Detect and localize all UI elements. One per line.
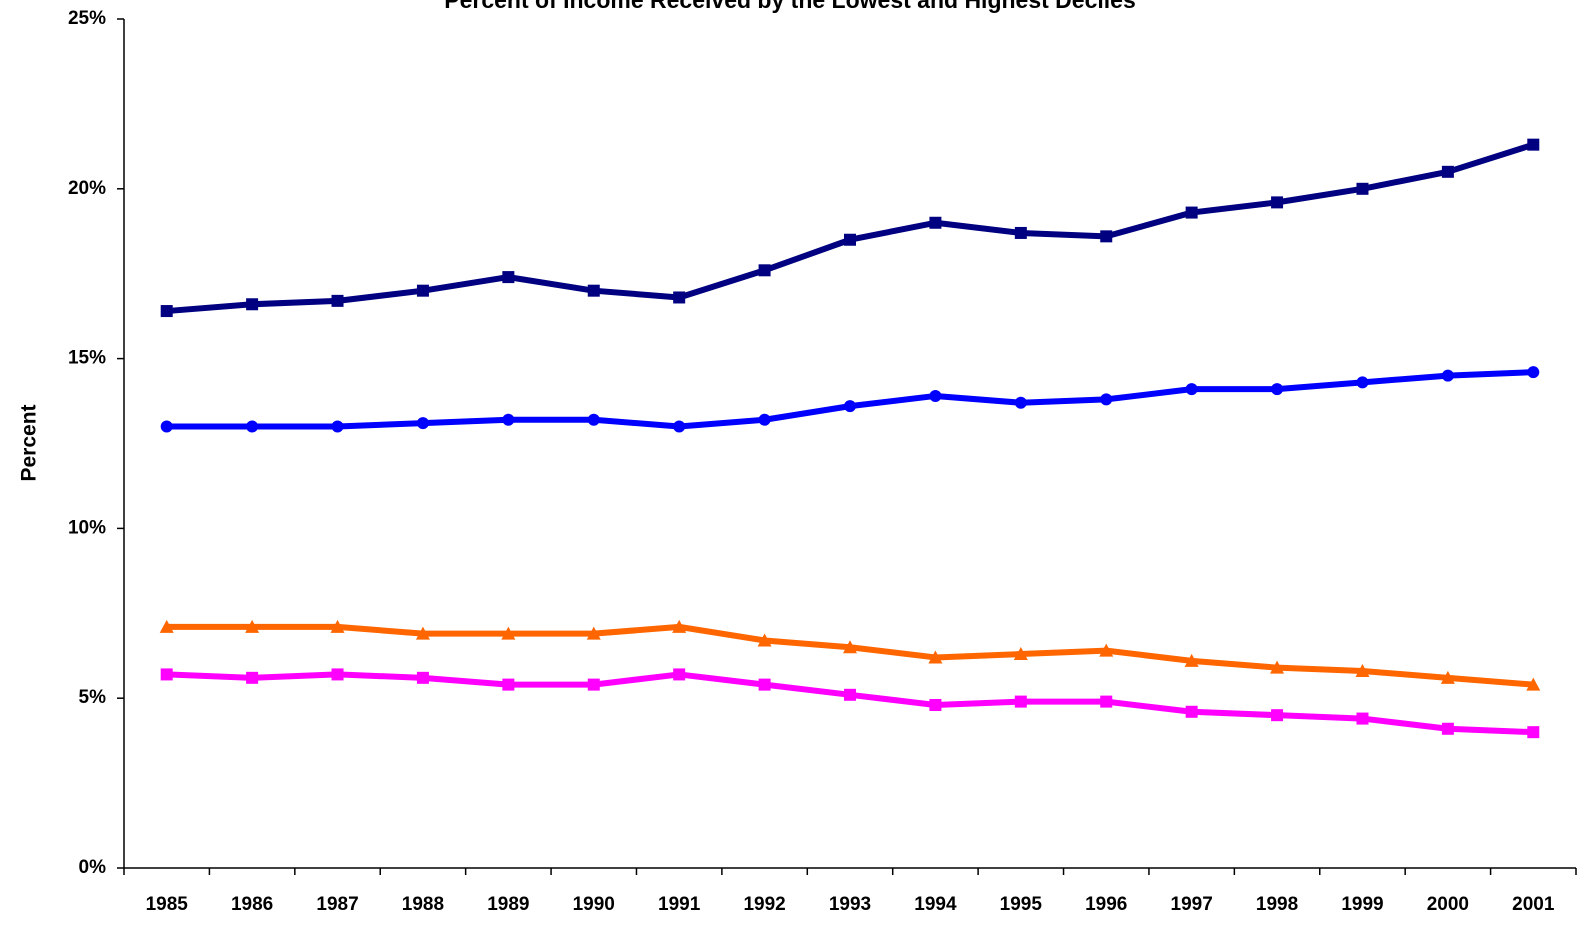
x-tick-label: 1992 (743, 894, 785, 915)
marker (1355, 664, 1370, 678)
chart-title: Percent of Income Received by the Lowest… (444, 0, 1135, 13)
marker (844, 233, 856, 246)
marker (1271, 709, 1284, 722)
marker (502, 678, 515, 691)
marker (587, 284, 600, 297)
x-tick-label: 1996 (1085, 894, 1127, 915)
marker (1441, 165, 1454, 178)
marker (330, 619, 345, 633)
marker (1527, 138, 1540, 151)
marker (844, 400, 856, 413)
x-tick-label: 1995 (1000, 894, 1043, 915)
marker (673, 668, 686, 681)
x-tick-label: 1987 (316, 894, 358, 915)
marker (672, 619, 687, 633)
x-tick-label: 1991 (658, 894, 701, 915)
x-tick-label: 1994 (914, 894, 957, 915)
marker (1356, 712, 1369, 725)
marker (929, 389, 942, 402)
marker (331, 668, 344, 681)
marker (586, 626, 601, 640)
marker (928, 650, 943, 664)
x-tick-label: 1990 (573, 894, 615, 915)
marker (929, 698, 942, 711)
x-tick-label: 1998 (1256, 894, 1298, 915)
marker (331, 420, 344, 433)
marker (160, 305, 173, 318)
marker (160, 668, 173, 681)
marker (587, 413, 600, 426)
marker (1014, 396, 1027, 409)
marker (1271, 383, 1284, 396)
y-tick-label: 20% (68, 178, 106, 199)
marker (159, 619, 174, 633)
y-axis-label: Percent (18, 404, 41, 481)
marker (415, 626, 430, 640)
marker (331, 294, 344, 307)
marker (502, 271, 515, 284)
marker (1441, 369, 1454, 382)
x-tick-label: 1989 (487, 894, 529, 915)
x-tick-label: 1993 (829, 894, 871, 915)
y-tick-label: 15% (68, 348, 106, 369)
marker (587, 678, 600, 691)
marker (501, 626, 516, 640)
marker (1526, 677, 1541, 691)
marker (758, 678, 771, 691)
x-tick-label: 1985 (146, 894, 189, 915)
marker (1184, 653, 1199, 667)
marker (1356, 376, 1369, 389)
x-tick-label: 1986 (231, 894, 273, 915)
marker (1100, 393, 1113, 406)
marker (416, 417, 429, 430)
series-line (166, 671, 1534, 736)
marker (1014, 695, 1027, 708)
marker (246, 298, 259, 311)
marker (1527, 366, 1540, 379)
x-tick-label: 1999 (1341, 894, 1383, 915)
x-tick-label: 1988 (402, 894, 444, 915)
marker (1441, 722, 1454, 735)
marker (758, 264, 771, 277)
marker (843, 640, 857, 654)
marker (757, 633, 772, 647)
series-line (166, 141, 1535, 315)
marker (1185, 705, 1198, 718)
marker (245, 619, 260, 633)
marker (1100, 695, 1113, 708)
marker (1527, 726, 1540, 739)
marker (1185, 206, 1198, 219)
marker (502, 413, 515, 426)
marker (844, 688, 856, 701)
marker (416, 671, 429, 684)
marker (1099, 643, 1114, 657)
y-tick-label: 5% (79, 687, 107, 708)
marker (1185, 383, 1198, 396)
marker (246, 420, 259, 433)
marker (758, 413, 771, 426)
marker (160, 420, 173, 433)
x-tick-label: 2000 (1427, 894, 1469, 915)
y-tick-label: 0% (79, 857, 107, 878)
marker (673, 420, 686, 433)
y-tick-label: 25% (68, 8, 106, 29)
marker (1270, 660, 1285, 674)
marker (1013, 647, 1028, 661)
marker (929, 216, 942, 229)
x-tick-label: 1997 (1171, 894, 1213, 915)
marker (1356, 182, 1369, 195)
marker (1440, 670, 1455, 684)
marker (1100, 230, 1113, 243)
marker (1014, 226, 1027, 239)
marker (673, 291, 686, 304)
marker (416, 284, 429, 297)
x-tick-label: 2001 (1512, 894, 1555, 915)
series-line (166, 369, 1534, 430)
y-tick-label: 10% (68, 517, 106, 538)
marker (1271, 196, 1284, 209)
marker (246, 671, 259, 684)
